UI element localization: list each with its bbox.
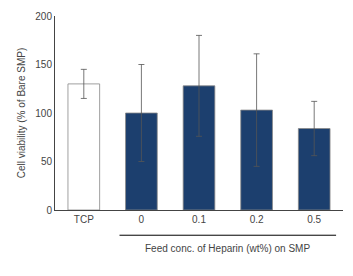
svg-text:100: 100: [35, 108, 52, 119]
svg-text:50: 50: [41, 156, 53, 167]
svg-text:0.2: 0.2: [250, 214, 264, 225]
svg-text:150: 150: [35, 59, 52, 70]
svg-text:0: 0: [139, 214, 145, 225]
svg-text:0.1: 0.1: [192, 214, 206, 225]
svg-text:Feed conc. of Heparin (wt%) on: Feed conc. of Heparin (wt%) on SMP: [145, 243, 310, 254]
svg-text:0: 0: [46, 205, 52, 216]
svg-text:0.5: 0.5: [307, 214, 321, 225]
svg-text:TCP: TCP: [74, 214, 94, 225]
svg-text:Cell viability (% of Bare SMP): Cell viability (% of Bare SMP): [16, 48, 27, 179]
svg-text:200: 200: [35, 11, 52, 22]
